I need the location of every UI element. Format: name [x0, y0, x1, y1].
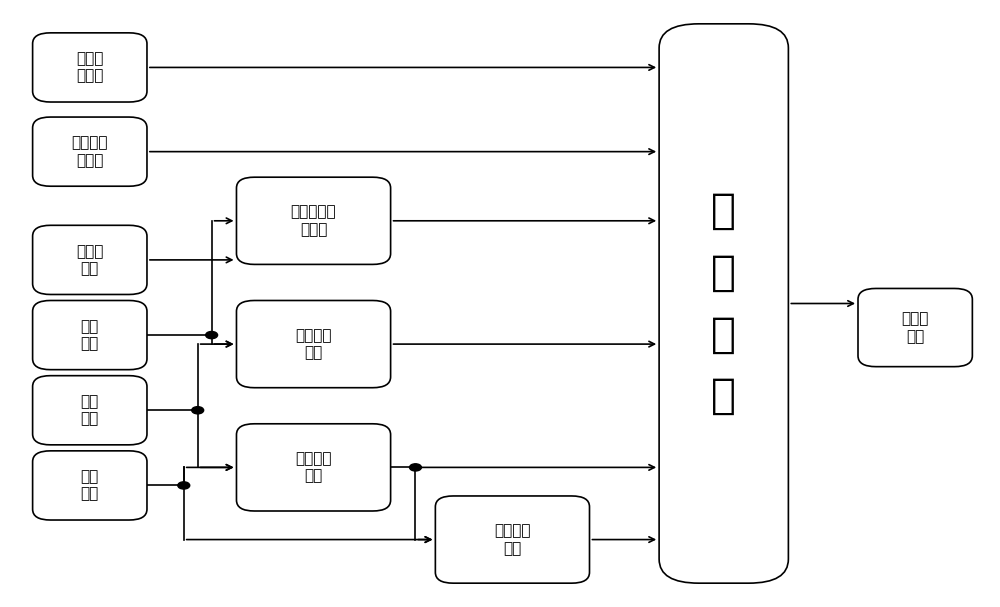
Text: 发动机
状态值: 发动机 状态值 — [76, 51, 103, 84]
Text: 大气
压力: 大气 压力 — [81, 469, 99, 501]
Text: 斜
坡
算
法: 斜 坡 算 法 — [711, 190, 736, 417]
FancyBboxPatch shape — [435, 496, 590, 583]
Text: 怠速稳定油
量计算: 怠速稳定油 量计算 — [291, 205, 336, 237]
Circle shape — [192, 407, 204, 414]
FancyBboxPatch shape — [236, 300, 391, 388]
Text: 目标油量
计算: 目标油量 计算 — [295, 451, 332, 484]
FancyBboxPatch shape — [33, 376, 147, 445]
FancyBboxPatch shape — [858, 288, 972, 367]
Circle shape — [178, 482, 190, 489]
Circle shape — [206, 331, 218, 339]
Text: 初始油量
计算: 初始油量 计算 — [295, 328, 332, 361]
FancyBboxPatch shape — [33, 33, 147, 102]
Text: 发动机瞬
时转速: 发动机瞬 时转速 — [72, 135, 108, 168]
FancyBboxPatch shape — [33, 117, 147, 186]
Text: 怠速
设定: 怠速 设定 — [81, 319, 99, 351]
Text: 启动喷
油量: 启动喷 油量 — [901, 311, 929, 344]
FancyBboxPatch shape — [236, 177, 391, 265]
FancyBboxPatch shape — [33, 451, 147, 520]
Text: 冷却液
温度: 冷却液 温度 — [76, 243, 103, 276]
FancyBboxPatch shape — [33, 225, 147, 294]
FancyBboxPatch shape — [236, 424, 391, 511]
FancyBboxPatch shape — [659, 24, 788, 583]
Text: 进气
温度: 进气 温度 — [81, 394, 99, 427]
Text: 过渡转速
计算: 过渡转速 计算 — [494, 523, 531, 556]
Circle shape — [410, 464, 421, 471]
FancyBboxPatch shape — [33, 300, 147, 370]
